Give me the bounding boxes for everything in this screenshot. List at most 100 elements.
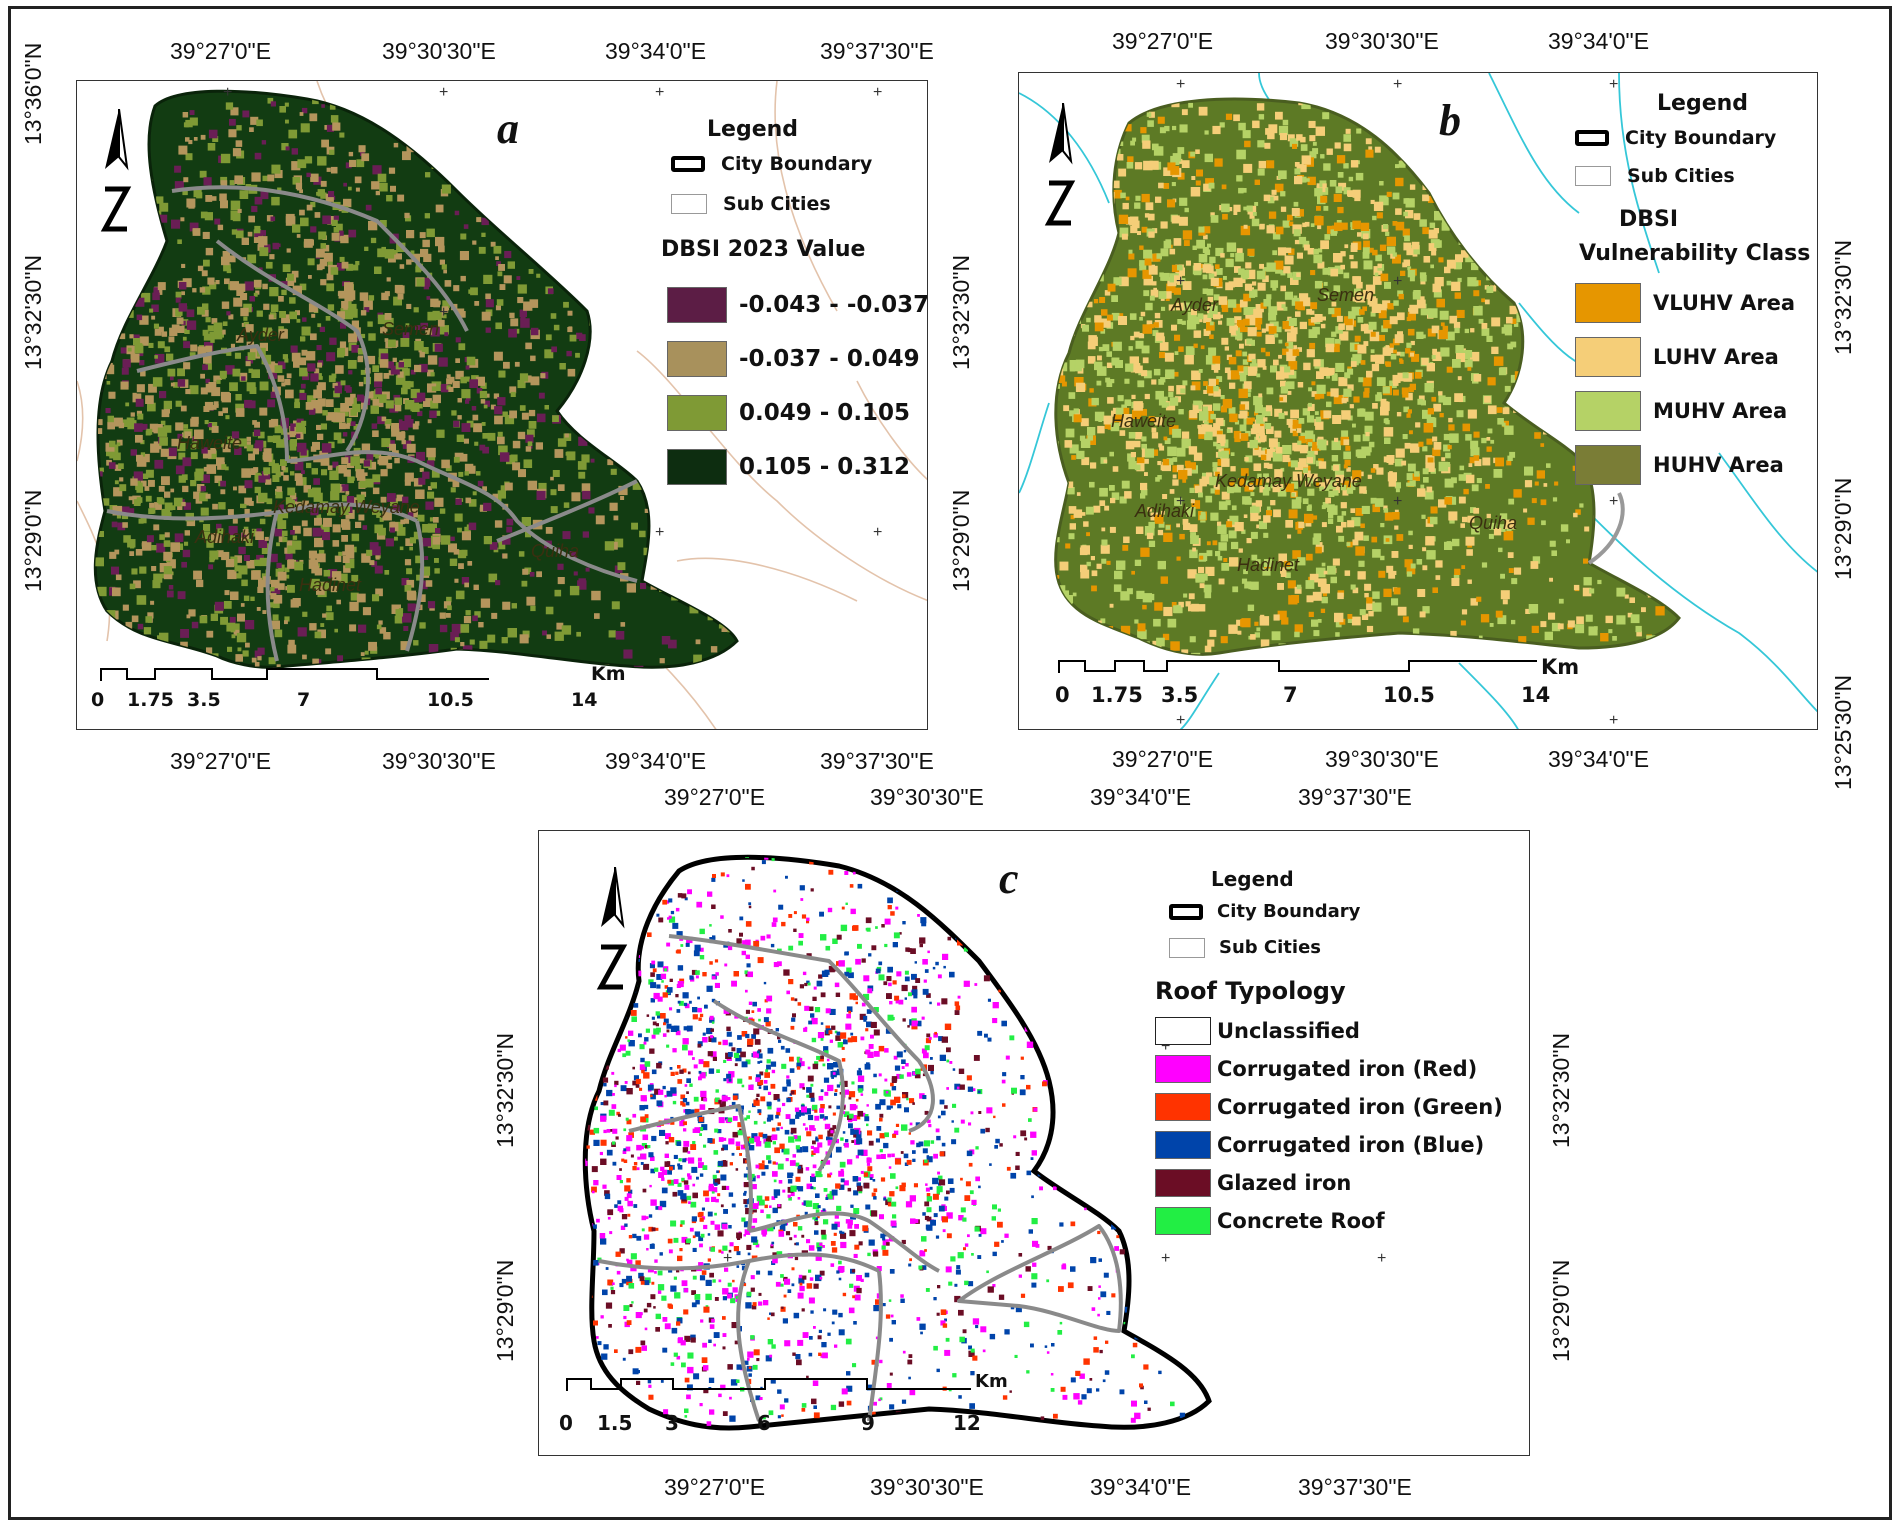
a-legend-title: Legend: [707, 117, 799, 142]
c-class-1: Unclassified: [1217, 1019, 1360, 1043]
c-scale-0: 0: [559, 1411, 573, 1435]
a-bottom-lon-3: 39°34'0"E: [605, 748, 707, 774]
b-scale-0: 0: [1055, 683, 1070, 707]
a-scale-2: 3.5: [187, 689, 221, 711]
b-swatch-3: [1575, 391, 1641, 431]
a-boundary-symbol: [671, 156, 705, 172]
a-subcity-symbol: [671, 194, 707, 214]
panel-c-map: + + + + c Legend City Boundary Sub Cities R…: [538, 830, 1530, 1456]
c-swatch-1: [1155, 1017, 1211, 1045]
panel-a-map: + + + + + + + a Ayder Semen Haweite Kedamay W…: [76, 80, 928, 730]
b-right-lat-3: 13°25'30"N: [1830, 674, 1856, 790]
a-scale-0: 0: [91, 689, 105, 711]
c-right-lat-1: 13°32'30"N: [1548, 1032, 1574, 1148]
panel-b-map: + + + + + + + + + + b Ayder Semen Haweite Keda…: [1018, 72, 1818, 730]
a-scale-bar: [100, 668, 489, 681]
c-bottom-lon-1: 39°27'0"E: [664, 1474, 766, 1500]
c-swatch-2: [1155, 1055, 1211, 1083]
a-city-shape: [93, 89, 739, 669]
b-swatch-1: [1575, 283, 1641, 323]
a-label-ayder: Ayder: [237, 325, 284, 345]
b-swatch-4: [1575, 445, 1641, 485]
b-subcity-symbol: [1575, 166, 1611, 186]
a-swatch-4: [667, 449, 727, 485]
b-scale-bar: [1058, 660, 1537, 673]
svg-text:+: +: [439, 304, 448, 321]
c-top-lon-4: 39°37'30"E: [1298, 784, 1412, 810]
c-scale-2: 3: [665, 1411, 679, 1435]
a-legend-boundary: City Boundary: [721, 153, 873, 175]
c-graticule-crosses: ++ ++: [723, 1038, 1386, 1267]
c-left-lat-1: 13°32'30"N: [492, 1032, 518, 1148]
b-bottom-lon-2: 39°30'30"E: [1325, 746, 1439, 772]
panel-b-letter: b: [1439, 96, 1461, 145]
c-class-2: Corrugated iron (Red): [1217, 1057, 1478, 1081]
c-class-6: Concrete Roof: [1217, 1209, 1385, 1233]
a-scale-3: 7: [297, 689, 311, 711]
c-swatch-3: [1155, 1093, 1211, 1121]
b-class-1: VLUHV Area: [1653, 291, 1796, 315]
c-scale-bar: [566, 1378, 971, 1391]
c-scale-unit: Km: [975, 1371, 1008, 1392]
b-class-4: HUHV Area: [1653, 453, 1784, 477]
a-subcity-lines: [106, 185, 638, 662]
a-top-lon-1: 39°27'0"E: [170, 38, 272, 64]
b-bottom-lon-1: 39°27'0"E: [1112, 746, 1214, 772]
b-scale-1: 1.75: [1091, 683, 1143, 707]
panel-b-map-svg: + + + + + + + + + +: [1019, 73, 1817, 729]
b-scale-2: 3.5: [1161, 683, 1199, 707]
panel-c-map-svg: ++ ++: [566, 854, 1386, 1431]
c-legend-subcities: Sub Cities: [1219, 937, 1322, 958]
b-class-3: MUHV Area: [1653, 399, 1788, 423]
b-label-haweite: Haweite: [1111, 411, 1177, 431]
a-label-hadinet: Hadinet: [299, 575, 362, 595]
c-swatch-6: [1155, 1207, 1211, 1235]
b-scale-4: 10.5: [1383, 683, 1435, 707]
b-right-lat-2: 13°29'0"N: [1830, 477, 1856, 580]
c-class-5: Glazed iron: [1217, 1171, 1352, 1195]
a-right-lat-1: 13°32'30"N: [948, 254, 974, 370]
c-swatch-4: [1155, 1131, 1211, 1159]
a-legend-subcities: Sub Cities: [723, 193, 831, 215]
b-label-hadinet: Hadinet: [1237, 555, 1300, 575]
b-graticule-crosses: + + + + + + + + + +: [1176, 76, 1618, 729]
b-legend-class-title-1: DBSI: [1619, 207, 1679, 232]
svg-text:+: +: [655, 84, 664, 101]
c-class-3: Corrugated iron (Green): [1217, 1095, 1503, 1119]
a-top-lon-3: 39°34'0"E: [605, 38, 707, 64]
b-top-lon-2: 39°30'30"E: [1325, 28, 1439, 54]
a-class-3: 0.049 - 0.105: [739, 400, 911, 426]
a-label-haweite: Haweite: [177, 433, 243, 453]
svg-text:+: +: [439, 84, 448, 101]
a-label-quiha: Quiha: [531, 541, 580, 561]
c-bottom-lon-2: 39°30'30"E: [870, 1474, 984, 1500]
b-legend-subcities: Sub Cities: [1627, 165, 1735, 187]
a-bottom-lon-1: 39°27'0"E: [170, 748, 272, 774]
c-legend-title: Legend: [1211, 867, 1294, 891]
c-bottom-lon-3: 39°34'0"E: [1090, 1474, 1192, 1500]
c-legend-boundary: City Boundary: [1217, 901, 1361, 922]
b-bottom-lon-3: 39°34'0"E: [1548, 746, 1650, 772]
a-left-lat-3: 13°29'0"N: [20, 489, 46, 592]
b-right-lat-1: 13°32'30"N: [1830, 239, 1856, 355]
c-scale-3: 6: [757, 1411, 771, 1435]
svg-text:+: +: [873, 84, 882, 101]
b-swatch-2: [1575, 337, 1641, 377]
c-top-lon-1: 39°27'0"E: [664, 784, 766, 810]
b-label-semen: Semen: [1317, 285, 1375, 305]
svg-text:+: +: [223, 84, 232, 101]
a-label-semen: Semen: [382, 319, 440, 339]
a-swatch-1: [667, 287, 727, 323]
a-swatch-2: [667, 341, 727, 377]
a-top-lon-2: 39°30'30"E: [382, 38, 496, 64]
b-top-lon-1: 39°27'0"E: [1112, 28, 1214, 54]
a-left-lat-1: 13°36'0"N: [20, 42, 46, 145]
a-scale-1: 1.75: [127, 689, 174, 711]
a-top-lon-4: 39°37'30"E: [820, 38, 934, 64]
c-top-lon-2: 39°30'30"E: [870, 784, 984, 810]
panel-a-letter: a: [497, 104, 519, 153]
b-class-2: LUHV Area: [1653, 345, 1779, 369]
a-scale-5: 14: [571, 689, 598, 711]
a-label-adihaki: Adihaki: [195, 527, 255, 547]
a-class-2: -0.037 - 0.049: [739, 346, 920, 372]
